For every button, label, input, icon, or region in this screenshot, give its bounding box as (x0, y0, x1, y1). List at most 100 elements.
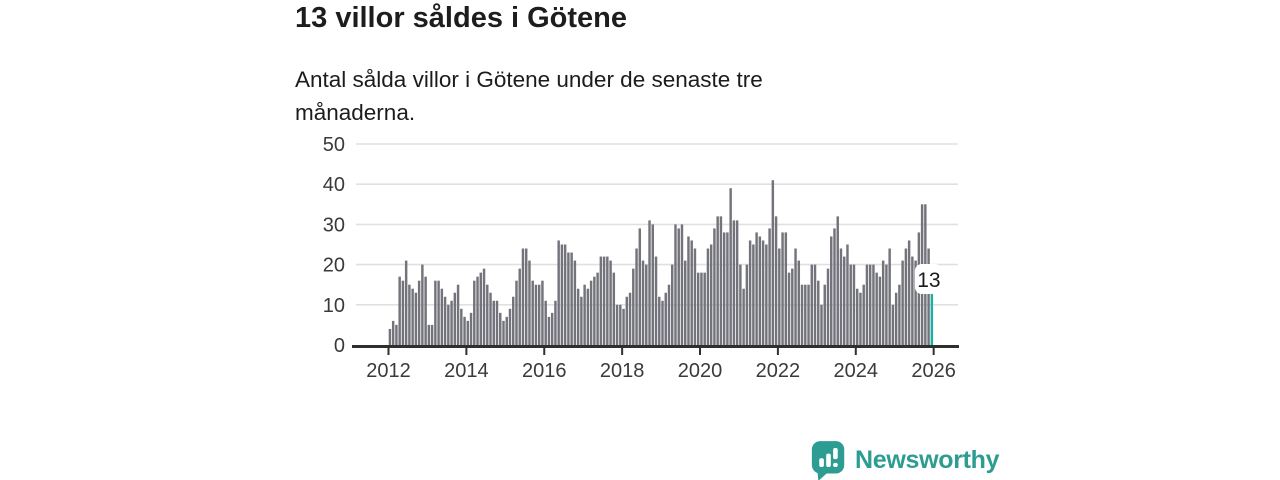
bar (521, 248, 525, 345)
bar (868, 264, 872, 345)
bar (687, 236, 690, 345)
bar (583, 284, 586, 345)
bar (774, 216, 778, 345)
bar (576, 288, 580, 345)
bar (453, 292, 457, 345)
bar (440, 288, 444, 345)
chart-subtitle-line1: Antal sålda villor i Götene under de sen… (295, 67, 763, 92)
bar (755, 232, 758, 345)
x-tick-label: 2020 (678, 360, 723, 382)
bar (823, 284, 826, 345)
bar (505, 316, 508, 345)
y-tick-label: 0 (334, 335, 345, 357)
bar (875, 272, 878, 345)
bar (476, 276, 479, 345)
bar (437, 280, 440, 345)
bar (466, 320, 470, 345)
newsworthy-logo[interactable]: Newsworthy (810, 440, 1000, 480)
bar (404, 260, 408, 345)
bar (898, 284, 901, 345)
bar (463, 316, 466, 345)
bar (651, 224, 654, 345)
bar (709, 244, 713, 345)
bar (641, 260, 645, 345)
bar (700, 272, 703, 345)
bar (508, 308, 512, 345)
bar (567, 252, 570, 345)
x-tick-label: 2026 (911, 360, 956, 382)
bar (401, 280, 405, 345)
bar (661, 300, 664, 345)
bar (580, 296, 583, 345)
bar (800, 284, 804, 345)
bar (732, 220, 736, 345)
bar (927, 248, 930, 345)
bar (826, 268, 830, 345)
bar (528, 260, 531, 345)
bar (473, 280, 476, 345)
bar (612, 272, 616, 345)
y-tick-label: 50 (323, 134, 345, 156)
x-tick-label: 2014 (444, 360, 489, 382)
bar (658, 296, 661, 345)
bar (817, 280, 820, 345)
chart-title: 13 villor såldes i Götene (295, 2, 628, 34)
bar (398, 276, 401, 345)
bar (554, 300, 557, 345)
bar (674, 224, 677, 345)
x-tick-label: 2018 (600, 360, 645, 382)
bar (765, 244, 768, 345)
bar (745, 264, 749, 345)
bar (638, 228, 642, 345)
bar (872, 264, 875, 345)
bar (563, 244, 567, 345)
bar (719, 216, 723, 345)
bar (813, 264, 817, 345)
bar (586, 288, 590, 345)
bar (550, 312, 554, 345)
bar (482, 268, 486, 345)
bar (628, 292, 632, 345)
y-tick-label: 30 (323, 214, 345, 236)
x-tick-label: 2016 (522, 360, 567, 382)
bar (804, 284, 807, 345)
bar (907, 240, 911, 345)
bar (683, 260, 687, 345)
bar (502, 320, 505, 345)
bar (739, 264, 742, 345)
bar (843, 256, 846, 345)
bar (388, 328, 392, 345)
bar (722, 232, 726, 345)
bar (645, 264, 648, 345)
bar (632, 268, 635, 345)
y-tick-label: 20 (323, 255, 345, 277)
bar (888, 248, 891, 345)
bar (417, 280, 421, 345)
bar (460, 308, 463, 345)
bar (761, 240, 765, 345)
bar (391, 320, 395, 345)
bar (671, 264, 674, 345)
bar (846, 244, 849, 345)
bar (447, 304, 450, 345)
bar (690, 240, 693, 345)
bar (619, 304, 622, 345)
bar (518, 268, 521, 345)
bar (596, 272, 599, 345)
bar (894, 292, 898, 345)
chart-subtitle: Antal sålda villor i Götene under de sen… (295, 63, 763, 129)
bar (456, 284, 460, 345)
bar (794, 248, 797, 345)
bar (589, 280, 593, 345)
x-tick-label: 2024 (834, 360, 879, 382)
bar (534, 284, 538, 345)
bar (839, 248, 843, 345)
bar (625, 296, 629, 345)
bar (768, 228, 771, 345)
bar (602, 256, 606, 345)
bar (758, 236, 762, 345)
bar (881, 260, 885, 345)
bar (807, 284, 810, 345)
